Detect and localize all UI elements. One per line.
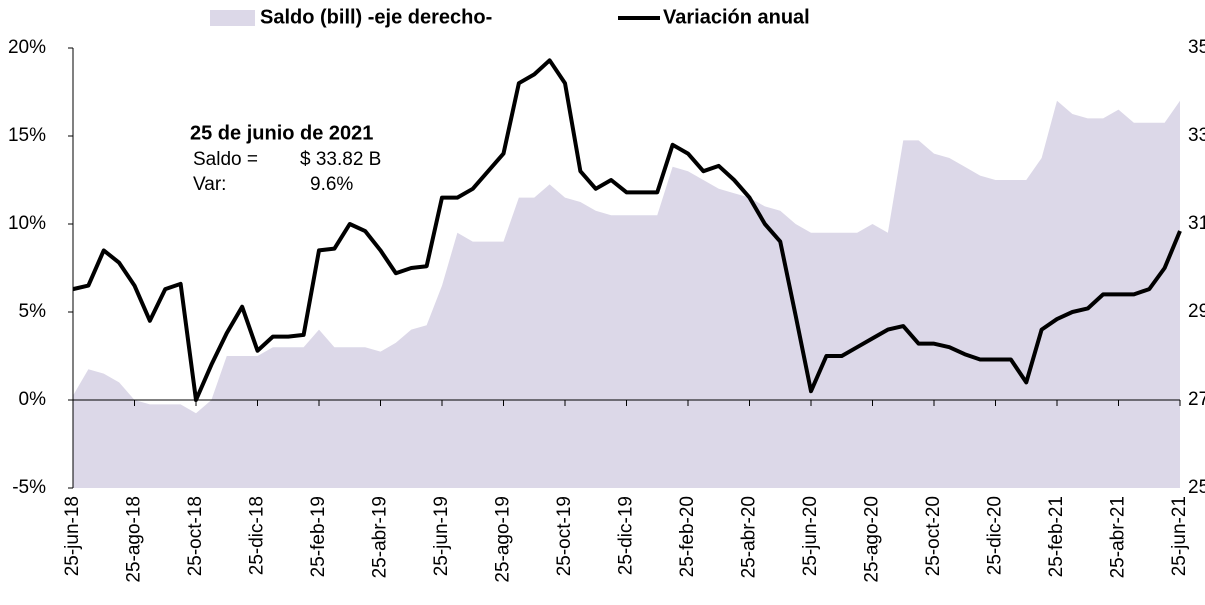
y2-tick-label: 25 <box>1188 477 1205 498</box>
y-tick-label: 0% <box>19 389 47 410</box>
annotation-var-label: Var: <box>193 174 226 195</box>
x-tick-label: 25-dic-19 <box>616 496 637 575</box>
x-tick-label: 25-dic-18 <box>247 496 268 575</box>
x-tick-label: 25-abr-20 <box>739 496 760 578</box>
x-tick-label: 25-jun-18 <box>62 496 83 576</box>
y2-tick-label: 29 <box>1188 301 1205 322</box>
y2-tick-label: 35 <box>1188 37 1205 58</box>
x-tick-label: 25-jun-20 <box>800 496 821 576</box>
x-tick-label: 25-oct-19 <box>554 496 575 576</box>
x-tick-label: 25-abr-19 <box>370 496 391 578</box>
y2-tick-label: 31 <box>1188 213 1205 234</box>
x-tick-label: 25-feb-19 <box>308 496 329 577</box>
x-tick-label: 25-dic-20 <box>985 496 1006 575</box>
x-tick-label: 25-feb-20 <box>677 496 698 577</box>
y2-tick-label: 27 <box>1188 389 1205 410</box>
x-tick-label: 25-ago-19 <box>493 496 514 583</box>
annotation-date: 25 de junio de 2021 <box>190 122 373 144</box>
x-tick-label: 25-ago-20 <box>862 496 883 583</box>
legend-label: Saldo (bill) -eje derecho- <box>260 6 492 28</box>
y-tick-label: 20% <box>8 37 46 58</box>
line <box>72 58 1182 402</box>
legend-label: Variación anual <box>663 6 810 28</box>
y-tick-label: -5% <box>12 477 46 498</box>
legend-swatch <box>210 10 255 26</box>
x-tick-label: 25-ago-18 <box>124 496 145 583</box>
y-tick-label: 5% <box>19 301 47 322</box>
area <box>73 100 1180 489</box>
annotation-saldo-label: Saldo = <box>193 149 258 170</box>
annotation-var-value: 9.6% <box>310 174 353 195</box>
annotation-saldo-value: $ 33.82 B <box>300 149 381 170</box>
x-tick-label: 25-feb-21 <box>1046 496 1067 577</box>
y-tick-label: 15% <box>8 125 46 146</box>
plot <box>73 100 1180 489</box>
x-tick-label: 25-abr-21 <box>1108 496 1129 578</box>
y2-tick-label: 33 <box>1188 125 1205 146</box>
x-tick-label: 25-jun-19 <box>431 496 452 576</box>
y-tick-label: 10% <box>8 213 46 234</box>
x-tick-label: 25-oct-20 <box>923 496 944 576</box>
x-tick-label: 25-jun-21 <box>1169 496 1190 576</box>
x-tick-label: 25-oct-18 <box>185 496 206 576</box>
